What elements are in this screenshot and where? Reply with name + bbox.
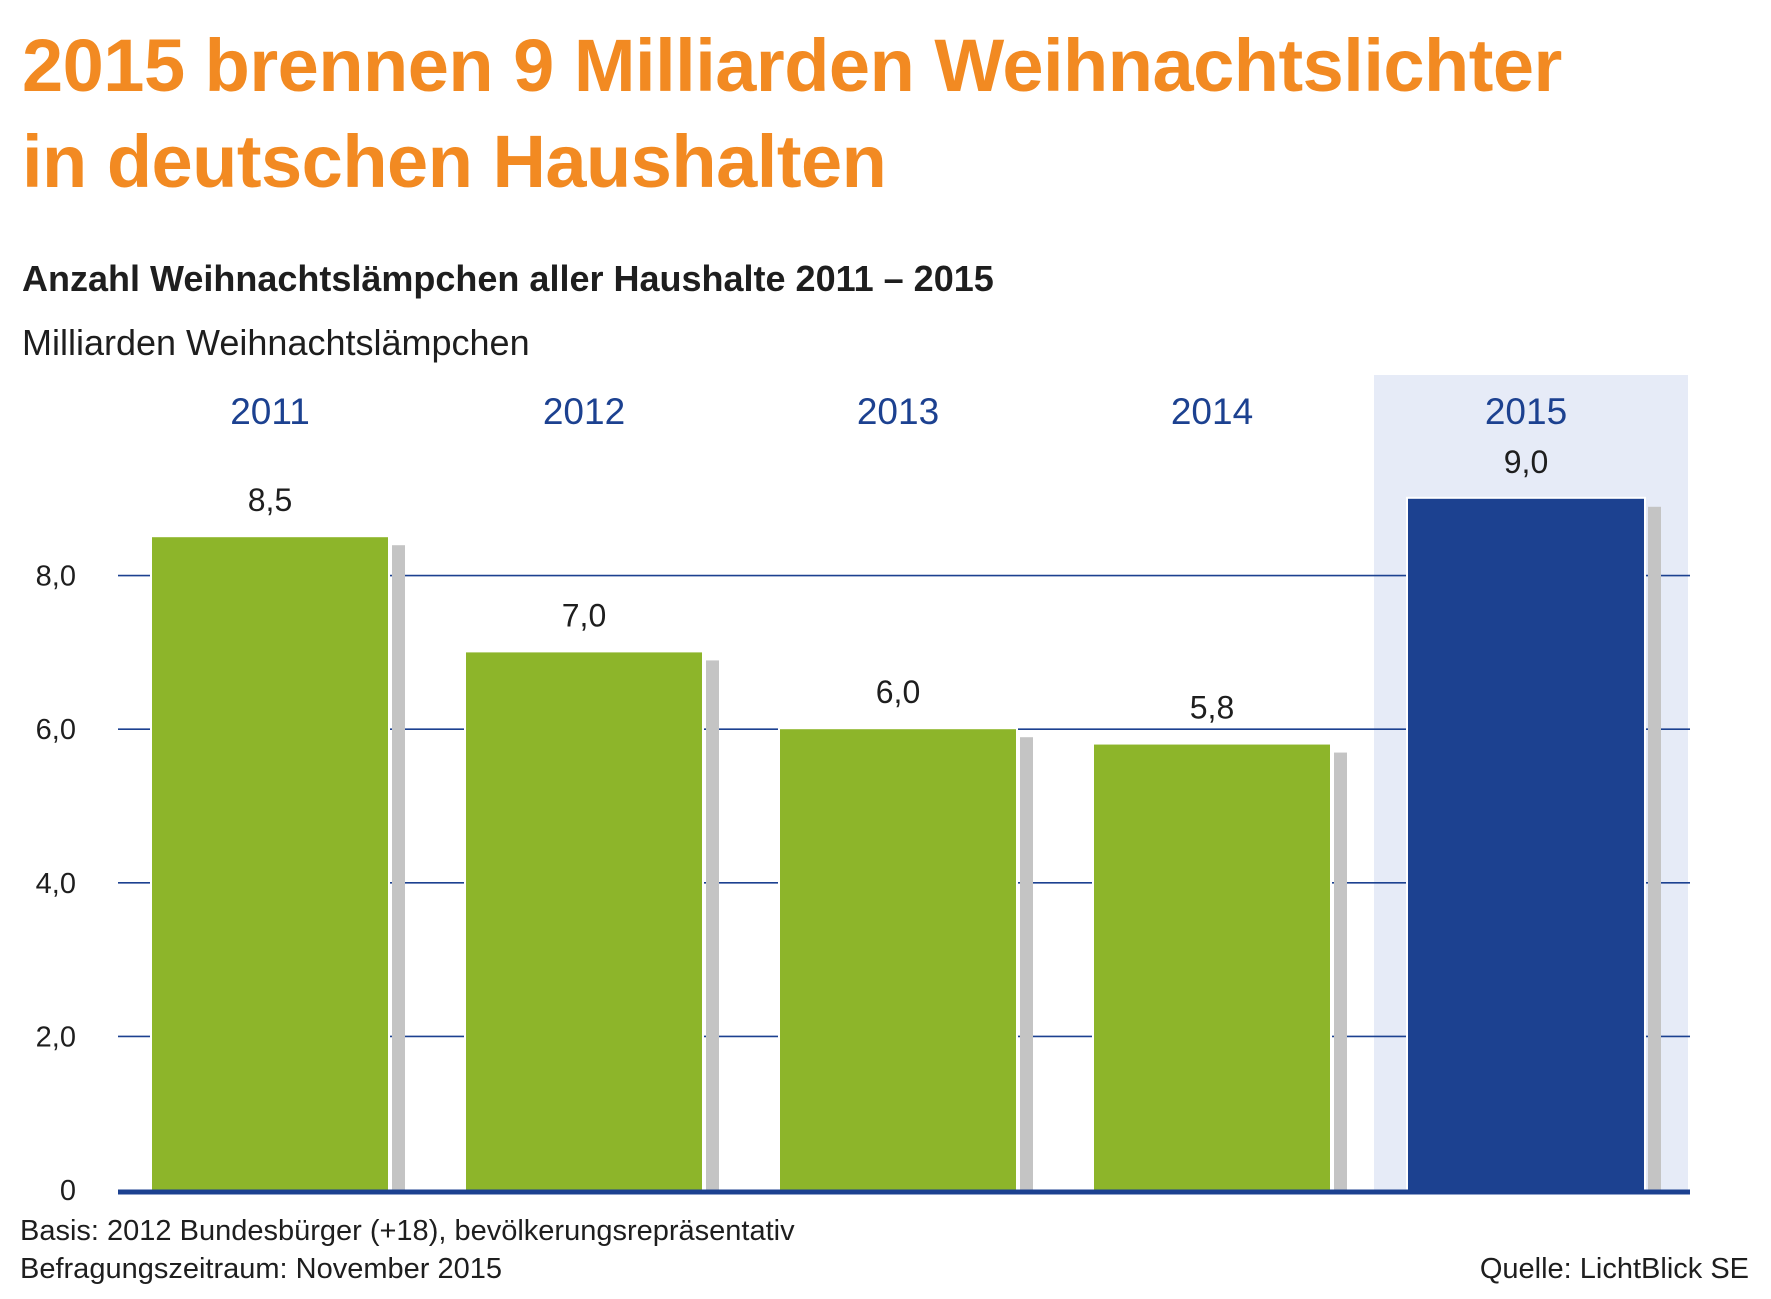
source-note: Quelle: LichtBlick SE xyxy=(1479,1253,1749,1285)
unit-label: Milliarden Weihnachtslämpchen xyxy=(22,322,530,363)
y-tick-label: 0 xyxy=(60,1175,76,1207)
y-tick-label: 6,0 xyxy=(36,714,76,746)
data-label: 9,0 xyxy=(1504,444,1548,480)
chart-title: 2015 brennen 9 Milliarden Weihnachtslich… xyxy=(22,18,1562,210)
period-note: Befragungszeitraum: November 2015 xyxy=(20,1253,502,1285)
bar xyxy=(1408,498,1644,1190)
chart-subtitle: Anzahl Weihnachtslämpchen aller Haushalt… xyxy=(22,258,994,299)
bar xyxy=(152,537,388,1190)
bar-shadow xyxy=(706,660,719,1190)
bar-shadow xyxy=(1648,506,1661,1190)
bar-shadow xyxy=(1334,752,1347,1190)
title-line-2: in deutschen Haushalten xyxy=(22,120,887,203)
bar-layer xyxy=(150,496,1661,1190)
data-label: 6,0 xyxy=(876,674,920,710)
data-label: 5,8 xyxy=(1190,690,1234,726)
y-tick-label: 4,0 xyxy=(36,868,76,900)
x-tick-label: 2013 xyxy=(857,391,939,432)
x-tick-label: 2012 xyxy=(543,391,625,432)
label-layer: 0 2,0 4,0 6,0 8,0 8,5 2011 7,0 2012 6,0 2013 5,8 201… xyxy=(36,391,1567,1207)
bar xyxy=(1094,744,1330,1190)
title-line-1: 2015 brennen 9 Milliarden Weihnachtslich… xyxy=(22,24,1562,107)
y-tick-label: 2,0 xyxy=(36,1021,76,1053)
x-tick-label: 2011 xyxy=(230,391,310,432)
y-tick-label: 8,0 xyxy=(36,561,76,593)
footer-notes: Basis: 2012 Bundesbürger (+18), bevölker… xyxy=(20,1212,795,1288)
data-label: 7,0 xyxy=(562,597,606,633)
x-tick-label: 2014 xyxy=(1171,391,1253,432)
bar xyxy=(466,652,702,1190)
bar xyxy=(780,729,1016,1190)
bar-shadow xyxy=(1020,737,1033,1190)
basis-note: Basis: 2012 Bundesbürger (+18), bevölker… xyxy=(20,1215,795,1247)
data-label: 8,5 xyxy=(248,482,292,518)
bar-shadow xyxy=(392,545,405,1190)
x-tick-label: 2015 xyxy=(1485,391,1567,432)
